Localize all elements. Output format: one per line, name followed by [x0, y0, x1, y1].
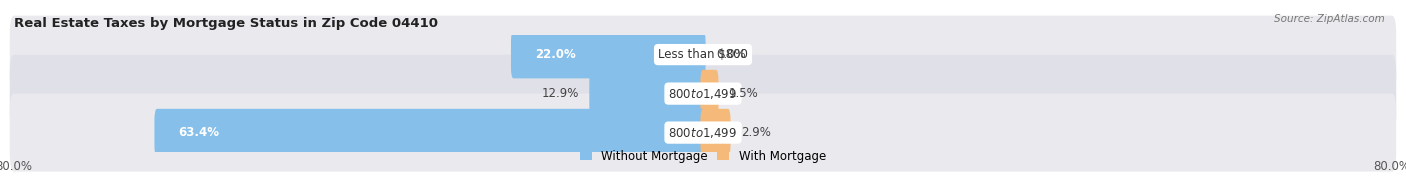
Text: 2.9%: 2.9% — [741, 126, 770, 139]
Text: $800 to $1,499: $800 to $1,499 — [668, 126, 738, 140]
Text: 12.9%: 12.9% — [541, 87, 579, 100]
Text: 22.0%: 22.0% — [536, 48, 576, 61]
Text: Less than $800: Less than $800 — [658, 48, 748, 61]
FancyBboxPatch shape — [10, 55, 1396, 133]
Legend: Without Mortgage, With Mortgage: Without Mortgage, With Mortgage — [575, 145, 831, 167]
FancyBboxPatch shape — [10, 16, 1396, 94]
FancyBboxPatch shape — [10, 94, 1396, 172]
Text: 1.5%: 1.5% — [728, 87, 759, 100]
FancyBboxPatch shape — [155, 109, 706, 156]
FancyBboxPatch shape — [589, 70, 706, 117]
Text: Real Estate Taxes by Mortgage Status in Zip Code 04410: Real Estate Taxes by Mortgage Status in … — [14, 17, 439, 30]
Text: 0.0%: 0.0% — [716, 48, 745, 61]
FancyBboxPatch shape — [510, 31, 706, 78]
Text: $800 to $1,499: $800 to $1,499 — [668, 87, 738, 101]
FancyBboxPatch shape — [700, 109, 731, 156]
FancyBboxPatch shape — [700, 70, 718, 117]
Text: Source: ZipAtlas.com: Source: ZipAtlas.com — [1274, 14, 1385, 24]
Text: 63.4%: 63.4% — [179, 126, 219, 139]
